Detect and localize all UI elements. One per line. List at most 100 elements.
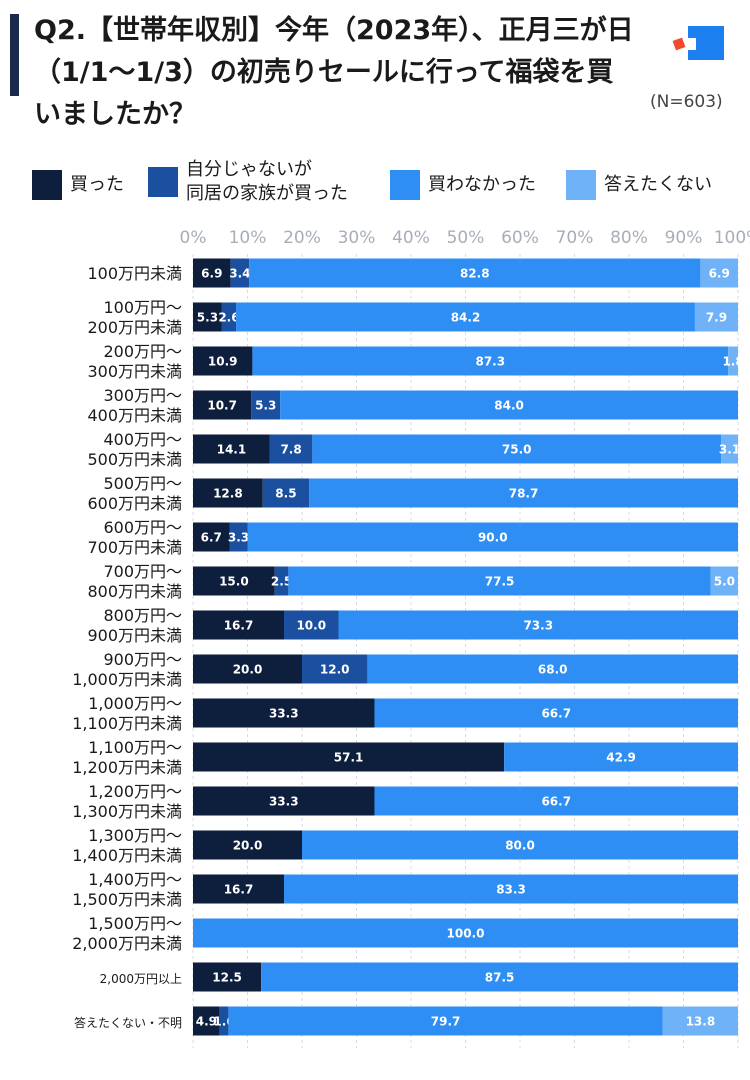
bar-row: 6.7 3.3 90.0 <box>193 522 738 552</box>
legend-label-bought: 買った <box>70 174 124 195</box>
x-tick-label: 10% <box>229 228 267 248</box>
bar-segment <box>247 522 738 552</box>
value-label: 3.4 <box>229 267 250 281</box>
value-label: 8.5 <box>275 487 296 501</box>
bar-segment <box>504 742 738 772</box>
value-label: 79.7 <box>431 1015 461 1029</box>
value-label: 2.6 <box>218 311 239 325</box>
legend-label-family-bought: 自分じゃないが 同居の家族が買った <box>186 159 348 204</box>
value-label: 3.3 <box>228 531 249 545</box>
value-label: 20.0 <box>233 663 263 677</box>
bar-segment <box>193 390 252 420</box>
category-labels: 100万円未満 100万円〜 200万円未満 200万円〜 300万円未満 300万円〜 4… <box>72 264 182 1030</box>
bar-segment <box>252 346 729 376</box>
category-label: 300万円〜 400万円未満 <box>87 386 182 425</box>
value-label: 5.3 <box>197 311 218 325</box>
value-label: 42.9 <box>606 751 636 765</box>
x-tick-label: 20% <box>283 228 321 248</box>
x-tick-label: 90% <box>665 228 703 248</box>
bar-segment <box>338 610 738 640</box>
bar-segment <box>193 1006 220 1036</box>
bar-row: 12.5 87.5 <box>193 962 738 992</box>
bar-segment <box>193 654 302 684</box>
bar-segment <box>280 390 738 420</box>
title-accent-bar <box>10 14 19 96</box>
category-label: 700万円〜 800万円未満 <box>87 562 182 601</box>
category-label: 800万円〜 900万円未満 <box>87 606 182 645</box>
value-label: 87.5 <box>485 971 515 985</box>
bar-segment <box>193 698 375 728</box>
value-label: 12.0 <box>320 663 350 677</box>
bar-segment <box>728 346 738 376</box>
category-label: 600万円〜 700万円未満 <box>87 518 182 557</box>
category-label: 100万円〜 200万円未満 <box>87 298 182 337</box>
value-label: 90.0 <box>478 531 508 545</box>
value-label: 10.9 <box>208 355 238 369</box>
value-label: 3.1 <box>719 443 740 457</box>
bar-segment <box>229 522 248 552</box>
value-label: 80.0 <box>505 839 535 853</box>
value-label: 82.8 <box>460 267 490 281</box>
legend-item-bought: 買った <box>32 170 124 200</box>
value-label: 10.0 <box>296 619 326 633</box>
bar-row: 4.91.6 79.7 13.8 <box>193 1006 738 1036</box>
bar-segment <box>230 258 250 288</box>
bar-segment <box>274 566 289 596</box>
legend-swatch-bought <box>32 170 62 200</box>
value-label: 1.8 <box>722 355 743 369</box>
bar-segment <box>193 302 222 332</box>
category-label: 400万円〜 500万円未満 <box>87 430 182 469</box>
value-label: 2.5 <box>271 575 292 589</box>
x-tick-label: 80% <box>610 228 648 248</box>
bar-row: 5.3 2.6 84.2 7.9 <box>193 302 738 332</box>
bar-segment <box>249 258 701 288</box>
chart-title: Q2.【世帯年収別】今年（2023年）、正月三が日（1/1〜1/3）の初売りセー… <box>34 15 634 130</box>
bar-row: 33.3 66.7 <box>193 786 738 816</box>
value-label: 7.9 <box>706 311 727 325</box>
value-label: 66.7 <box>541 795 571 809</box>
bar-segment <box>193 522 230 552</box>
value-label: 68.0 <box>538 663 568 677</box>
bar-segment <box>193 478 263 508</box>
x-tick-label: 60% <box>501 228 539 248</box>
bar-segment <box>662 1006 738 1036</box>
value-label: 6.7 <box>201 531 222 545</box>
bar-row: 10.9 87.3 1.8 <box>193 346 744 376</box>
value-label: 66.7 <box>541 707 571 721</box>
bars: 6.9 3.4 82.8 6.95.3 2.6 84.2 7.910.9 87.3 1.810.… <box>193 258 744 1036</box>
value-label: 100.0 <box>447 927 485 941</box>
category-label: 1,100万円〜 1,200万円未満 <box>72 738 182 777</box>
bar-segment <box>193 874 285 904</box>
value-label: 78.7 <box>509 487 539 501</box>
bar-segment <box>228 1006 663 1036</box>
value-label: 12.5 <box>212 971 242 985</box>
bar-row: 6.9 3.4 82.8 6.9 <box>193 258 738 288</box>
bar-row: 12.8 8.5 78.7 <box>193 478 738 508</box>
bar-segment <box>193 918 738 948</box>
bar-segment <box>193 786 375 816</box>
x-tick-label: 40% <box>392 228 430 248</box>
bar-segment <box>309 478 738 508</box>
bar-segment <box>193 258 231 288</box>
bar-segment <box>221 302 237 332</box>
bar-segment <box>374 698 738 728</box>
bar-row: 57.1 42.9 <box>193 742 738 772</box>
bar-segment <box>721 434 738 464</box>
bar-segment <box>302 830 738 860</box>
bar-segment <box>262 478 310 508</box>
bar-row: 15.0 2.5 77.5 5.0 <box>193 566 738 596</box>
category-label: 1,500万円〜 2,000万円未満 <box>72 914 182 953</box>
bar-row: 16.7 83.3 <box>193 874 738 904</box>
bar-row: 14.1 7.8 75.0 3.1 <box>193 434 740 464</box>
category-label: 1,000万円〜 1,100万円未満 <box>72 694 182 733</box>
legend-swatch-not-bought <box>390 170 420 200</box>
value-label: 14.1 <box>217 443 247 457</box>
sample-size-label: (N=603) <box>650 92 723 112</box>
legend-item-not-bought: 買わなかった <box>390 170 536 200</box>
grid-lines <box>192 254 739 1048</box>
value-label: 75.0 <box>502 443 532 457</box>
bar-segment <box>302 654 368 684</box>
value-label: 33.3 <box>269 795 299 809</box>
value-label: 33.3 <box>269 707 299 721</box>
legend: 買った 自分じゃないが 同居の家族が買った 買わなかった 答えたくない <box>32 158 742 218</box>
